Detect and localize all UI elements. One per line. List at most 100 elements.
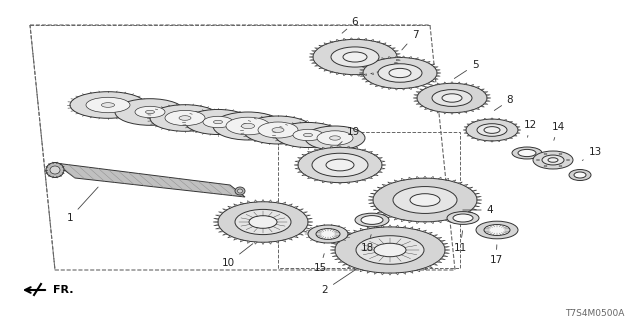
Polygon shape xyxy=(307,225,312,226)
Polygon shape xyxy=(377,41,380,43)
Text: 14: 14 xyxy=(552,122,564,140)
Polygon shape xyxy=(440,258,445,260)
Polygon shape xyxy=(486,95,490,96)
Polygon shape xyxy=(514,135,517,136)
Polygon shape xyxy=(388,225,392,227)
Polygon shape xyxy=(368,199,373,201)
Polygon shape xyxy=(323,147,326,149)
Ellipse shape xyxy=(50,166,60,174)
Polygon shape xyxy=(396,273,399,275)
Polygon shape xyxy=(234,238,237,240)
Text: 4: 4 xyxy=(463,205,493,215)
Polygon shape xyxy=(350,38,353,39)
Polygon shape xyxy=(301,174,306,176)
Polygon shape xyxy=(472,121,475,123)
Ellipse shape xyxy=(544,153,547,155)
Ellipse shape xyxy=(559,153,562,155)
Polygon shape xyxy=(474,205,480,207)
Polygon shape xyxy=(378,158,383,159)
Polygon shape xyxy=(467,135,470,136)
Polygon shape xyxy=(480,106,484,107)
Polygon shape xyxy=(330,182,333,184)
Polygon shape xyxy=(413,95,418,96)
Polygon shape xyxy=(516,132,520,133)
Polygon shape xyxy=(416,103,420,104)
Ellipse shape xyxy=(272,128,284,132)
Polygon shape xyxy=(382,184,387,186)
Polygon shape xyxy=(370,61,374,63)
Polygon shape xyxy=(305,215,310,216)
Ellipse shape xyxy=(214,120,223,124)
Polygon shape xyxy=(401,220,404,222)
Polygon shape xyxy=(307,177,312,179)
Polygon shape xyxy=(434,78,438,79)
Ellipse shape xyxy=(213,112,283,140)
Polygon shape xyxy=(431,176,434,179)
Polygon shape xyxy=(428,266,433,268)
Polygon shape xyxy=(369,196,374,197)
Polygon shape xyxy=(369,177,372,179)
Polygon shape xyxy=(416,228,420,230)
Polygon shape xyxy=(428,232,433,234)
Ellipse shape xyxy=(566,159,570,161)
Polygon shape xyxy=(476,203,481,204)
Polygon shape xyxy=(218,231,223,232)
Polygon shape xyxy=(357,75,360,76)
Polygon shape xyxy=(437,111,440,113)
Polygon shape xyxy=(353,230,358,232)
Polygon shape xyxy=(394,51,399,52)
Polygon shape xyxy=(319,68,323,69)
Polygon shape xyxy=(421,59,425,61)
Ellipse shape xyxy=(442,94,462,102)
Polygon shape xyxy=(437,83,440,85)
Polygon shape xyxy=(360,270,364,272)
Ellipse shape xyxy=(46,163,64,178)
Text: 2: 2 xyxy=(322,269,356,295)
Polygon shape xyxy=(374,226,377,228)
Polygon shape xyxy=(373,209,378,210)
Polygon shape xyxy=(298,158,302,159)
Polygon shape xyxy=(312,62,316,63)
Polygon shape xyxy=(396,59,401,60)
Ellipse shape xyxy=(243,116,313,144)
Polygon shape xyxy=(438,177,441,179)
Polygon shape xyxy=(374,154,378,156)
Polygon shape xyxy=(431,64,435,65)
Polygon shape xyxy=(514,124,517,125)
Polygon shape xyxy=(403,272,406,274)
Ellipse shape xyxy=(343,52,367,62)
Polygon shape xyxy=(269,200,271,202)
Ellipse shape xyxy=(447,212,479,224)
Polygon shape xyxy=(394,180,398,182)
Polygon shape xyxy=(452,180,456,182)
Ellipse shape xyxy=(305,126,365,150)
Ellipse shape xyxy=(258,122,298,138)
Polygon shape xyxy=(470,84,474,86)
Polygon shape xyxy=(276,241,278,244)
Polygon shape xyxy=(218,212,223,213)
Polygon shape xyxy=(365,81,369,82)
Ellipse shape xyxy=(484,127,500,133)
Ellipse shape xyxy=(226,117,270,135)
Ellipse shape xyxy=(363,58,437,89)
Polygon shape xyxy=(324,69,328,71)
Polygon shape xyxy=(350,75,353,76)
Ellipse shape xyxy=(298,148,382,183)
Polygon shape xyxy=(474,193,480,195)
Ellipse shape xyxy=(249,216,277,228)
Polygon shape xyxy=(228,206,232,208)
Polygon shape xyxy=(240,202,244,204)
Polygon shape xyxy=(374,272,377,274)
Polygon shape xyxy=(445,220,449,222)
Polygon shape xyxy=(397,56,401,58)
Polygon shape xyxy=(396,53,401,55)
Ellipse shape xyxy=(331,47,379,67)
Polygon shape xyxy=(360,228,364,230)
Polygon shape xyxy=(310,53,314,55)
Polygon shape xyxy=(310,59,314,60)
Polygon shape xyxy=(394,62,399,63)
Polygon shape xyxy=(337,73,339,75)
Polygon shape xyxy=(477,119,480,121)
Polygon shape xyxy=(295,161,299,162)
Polygon shape xyxy=(330,249,335,251)
